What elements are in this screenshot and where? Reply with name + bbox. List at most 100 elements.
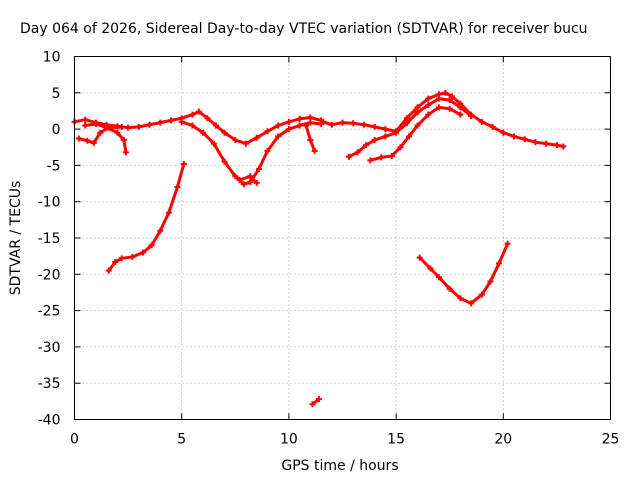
data-point — [487, 278, 494, 285]
data-point — [427, 265, 434, 272]
data-point — [90, 139, 97, 146]
y-tick-label: -40 — [38, 413, 61, 429]
data-point — [425, 111, 432, 118]
data-point — [285, 126, 292, 133]
data-point — [425, 95, 432, 102]
tick-layer — [74, 56, 611, 420]
series-track-6 — [107, 162, 186, 273]
data-point — [264, 128, 271, 135]
data-point — [195, 108, 202, 115]
data-point — [84, 137, 91, 144]
x-tick-label: 10 — [280, 432, 298, 448]
data-point — [435, 95, 442, 102]
data-point — [210, 140, 217, 147]
series-layer — [71, 89, 567, 408]
data-point — [118, 123, 125, 130]
data-point — [247, 173, 254, 180]
y-tick-labels: 10 5 0 -5 -10 -15 -20 -25 -30 -35 -40 — [38, 50, 61, 429]
data-point — [275, 133, 282, 140]
y-tick-label: -15 — [38, 231, 61, 247]
data-point — [478, 291, 485, 298]
data-point — [146, 121, 153, 128]
data-point — [303, 122, 310, 129]
data-point — [307, 136, 314, 143]
data-point — [296, 122, 303, 129]
data-point — [82, 122, 89, 129]
data-point — [553, 142, 560, 149]
data-point — [120, 136, 127, 143]
data-point — [446, 285, 453, 292]
data-point — [157, 119, 164, 126]
data-point — [382, 133, 389, 140]
data-point — [468, 300, 475, 307]
data-point — [360, 121, 367, 128]
data-point — [543, 140, 550, 147]
x-tick-label: 15 — [387, 432, 405, 448]
data-point — [296, 115, 303, 122]
data-point — [118, 255, 125, 262]
data-point — [140, 249, 147, 256]
data-point — [425, 102, 432, 109]
data-point — [414, 104, 421, 111]
data-point — [354, 149, 361, 156]
data-point — [167, 117, 174, 124]
data-point — [135, 123, 142, 130]
data-point — [112, 258, 119, 265]
data-point — [435, 104, 442, 111]
x-tick-label: 20 — [494, 432, 512, 448]
data-point — [311, 147, 318, 154]
data-point — [345, 153, 352, 160]
data-point — [157, 227, 164, 234]
data-point — [114, 129, 121, 136]
x-tick-label: 0 — [70, 432, 79, 448]
data-point — [457, 295, 464, 302]
data-point — [489, 123, 496, 130]
data-point — [435, 274, 442, 281]
data-point — [189, 122, 196, 129]
data-point — [122, 149, 129, 156]
y-tick-label: 5 — [52, 86, 61, 102]
data-point — [125, 124, 132, 131]
data-point — [363, 142, 370, 149]
data-point — [416, 254, 423, 261]
data-point — [397, 144, 404, 151]
data-point — [405, 133, 412, 140]
y-tick-label: -5 — [47, 158, 61, 174]
data-point — [232, 136, 239, 143]
y-tick-label: -30 — [38, 340, 61, 356]
data-point — [103, 124, 110, 131]
data-point — [378, 154, 385, 161]
series-track-9 — [347, 97, 473, 159]
data-point — [189, 111, 196, 118]
data-point — [382, 126, 389, 133]
data-point — [446, 105, 453, 112]
data-point — [221, 158, 228, 165]
data-point — [457, 104, 464, 111]
data-point — [350, 120, 357, 127]
data-point — [403, 120, 410, 127]
data-point — [240, 181, 247, 188]
data-point — [285, 118, 292, 125]
data-point — [253, 134, 260, 141]
y-tick-label: 0 — [52, 122, 61, 138]
data-point — [371, 136, 378, 143]
data-point — [320, 118, 327, 125]
data-point — [532, 139, 539, 146]
data-point — [448, 93, 455, 100]
data-point — [253, 179, 260, 186]
y-tick-label: -35 — [38, 376, 61, 392]
data-point — [174, 184, 181, 191]
data-point — [388, 152, 395, 159]
y-axis-label: SDTVAR / TECUs — [8, 181, 24, 296]
x-tick-label: 25 — [602, 432, 620, 448]
y-tick-label: -10 — [38, 195, 61, 211]
data-point — [165, 209, 172, 216]
data-point — [414, 109, 421, 116]
data-point — [97, 129, 104, 136]
x-tick-labels: 0 5 10 15 20 25 — [70, 432, 619, 448]
data-point — [129, 253, 136, 260]
data-point — [496, 260, 503, 267]
series-track-11 — [418, 242, 510, 305]
data-point — [328, 121, 335, 128]
